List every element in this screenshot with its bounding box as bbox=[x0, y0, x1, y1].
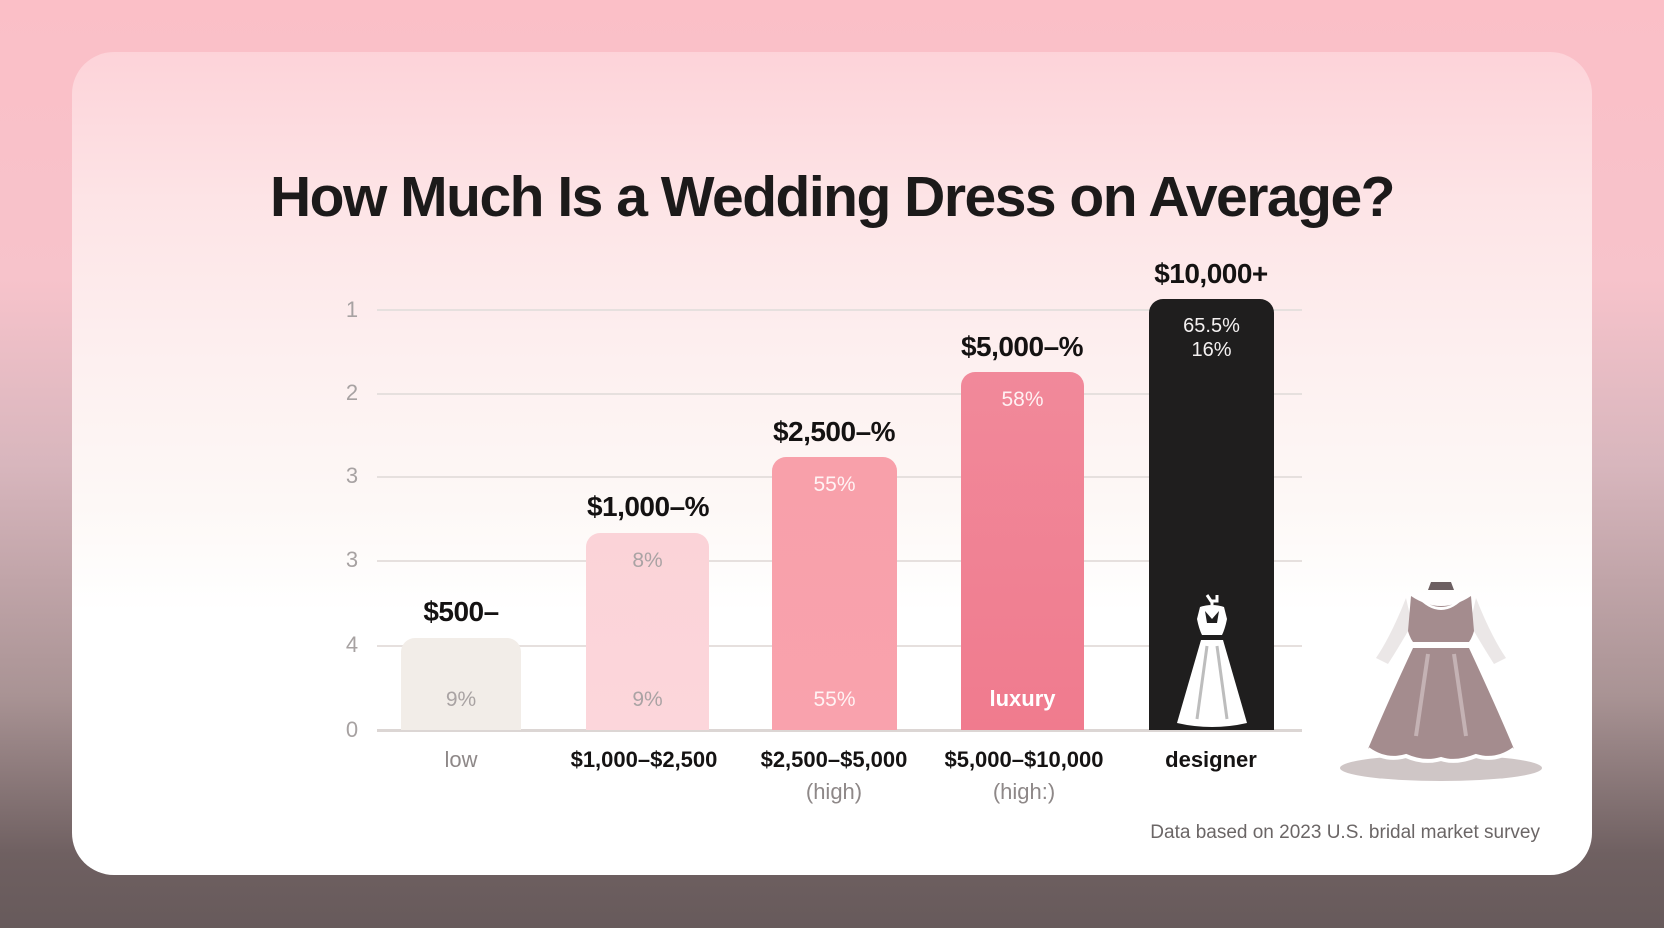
gridline bbox=[377, 393, 1302, 395]
data-source-footnote: Data based on 2023 U.S. bridal market su… bbox=[1150, 822, 1540, 843]
x-axis-label: low bbox=[351, 744, 571, 776]
bar-1000-2500: 8% 9% bbox=[586, 533, 709, 730]
bar-designer: 65.5% 16% bbox=[1149, 299, 1274, 730]
bar-value-label: 9% bbox=[632, 688, 663, 711]
y-tick-label: 2 bbox=[345, 380, 359, 405]
bar-value-label: 9% bbox=[445, 688, 477, 711]
x-label-main: low bbox=[444, 747, 478, 772]
x-axis-label: $2,500–$5,000 (high) bbox=[724, 744, 944, 808]
gridline bbox=[377, 309, 1302, 311]
bar-top-label: $10,000+ bbox=[1154, 258, 1268, 289]
bar-value-label: 8% bbox=[632, 549, 663, 572]
x-label-main: $1,000–$2,500 bbox=[570, 747, 718, 772]
x-label-main: $5,000–$10,000 bbox=[944, 747, 1104, 772]
bar-value-label: 55% bbox=[813, 688, 856, 711]
bar-5000-10000: 58% luxury bbox=[961, 372, 1084, 730]
y-tick-label: 3 bbox=[345, 463, 359, 488]
bar-value-label: 58% bbox=[1001, 388, 1044, 411]
bar-value-label: 55% bbox=[813, 473, 856, 496]
x-axis-label: designer bbox=[1101, 744, 1321, 776]
x-axis-label: $1,000–$2,500 bbox=[534, 744, 754, 776]
bar-2500-5000: 55% 55% bbox=[772, 457, 897, 730]
x-label-sub: (high:) bbox=[992, 779, 1056, 804]
y-tick-label: 1 bbox=[345, 297, 359, 322]
x-label-main: $2,500–$5,000 bbox=[760, 747, 908, 772]
bar-value-label: 65.5% bbox=[1183, 315, 1240, 337]
chart-title: How Much Is a Wedding Dress on Average? bbox=[270, 165, 1395, 229]
bar-top-label: $500– bbox=[423, 596, 499, 627]
dress-on-stand-icon bbox=[1340, 582, 1542, 781]
bar-top-label: $1,000–% bbox=[586, 491, 710, 522]
x-axis-baseline bbox=[377, 729, 1302, 732]
x-label-main: designer bbox=[1165, 747, 1257, 772]
bar-top-label: $2,500–% bbox=[772, 416, 896, 447]
y-tick-label: 3 bbox=[345, 547, 359, 572]
wedding-dress-icon bbox=[1177, 594, 1247, 727]
bar-top-label: $5,000–% bbox=[960, 331, 1084, 362]
x-axis-label: $5,000–$10,000 (high:) bbox=[914, 744, 1134, 808]
chart-card: How Much Is a Wedding Dress on Average? bbox=[72, 52, 1592, 875]
bar-value-label: 16% bbox=[1191, 339, 1232, 361]
y-tick-label: 0 bbox=[345, 717, 359, 742]
y-tick-label: 4 bbox=[345, 632, 359, 657]
bar-category-label: luxury bbox=[989, 686, 1056, 711]
x-label-sub: (high) bbox=[805, 779, 863, 804]
bar-low: 9% bbox=[401, 638, 521, 730]
